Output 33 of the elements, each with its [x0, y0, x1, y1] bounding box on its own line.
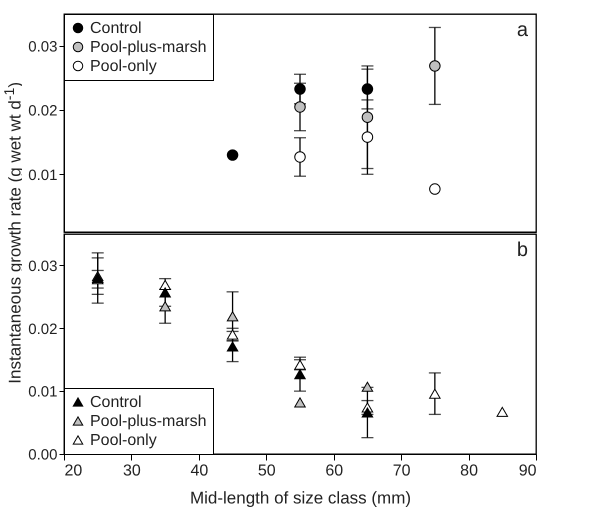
x-tick-label: 20: [64, 462, 82, 480]
x-tick-label: 80: [460, 462, 478, 480]
point: [362, 83, 374, 95]
point: [294, 83, 306, 95]
point: [362, 131, 374, 143]
point: [294, 101, 306, 113]
y-tick-label: 0.02: [28, 102, 58, 120]
legend-label: Pool-plus-marsh: [90, 39, 206, 56]
x-tick-label: 70: [392, 462, 411, 480]
point: [429, 183, 441, 195]
annotation: a: [516, 19, 529, 41]
x-tick-label: 30: [123, 462, 141, 480]
y-tick-label: 0.03: [28, 38, 58, 56]
x-tick-label: 50: [258, 462, 276, 480]
y-tick-label: 0.01: [28, 166, 58, 184]
legend-label: Pool-only: [90, 58, 157, 75]
x-tick-label: 90: [518, 462, 537, 480]
legend-label: Control: [90, 20, 142, 37]
annotation: b: [516, 239, 528, 261]
y-tick-label: 0.01: [28, 384, 58, 401]
point: [294, 151, 306, 163]
legend-label: Control: [90, 394, 142, 411]
y-tick-label: 0.03: [28, 258, 58, 275]
point: [362, 111, 374, 123]
point: [226, 149, 238, 161]
point: [429, 60, 441, 72]
y-tick-label: 0.00: [28, 446, 58, 464]
legend-label: Pool-plus-marsh: [90, 413, 206, 430]
x-tick-label: 60: [325, 462, 344, 480]
y-tick-label: 0.02: [28, 320, 58, 338]
x-axis-title: Mid-length of size class (mm): [190, 488, 412, 508]
legend-label: Pool-only: [90, 432, 157, 449]
x-tick-label: 40: [190, 462, 208, 480]
